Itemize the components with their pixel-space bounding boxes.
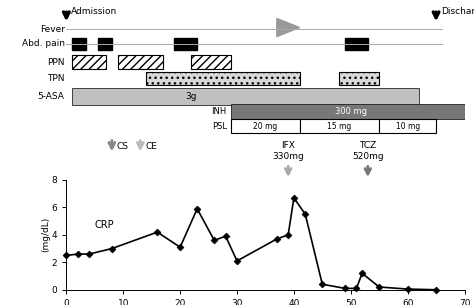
- Bar: [72, 38, 86, 50]
- Text: 5-ASA: 5-ASA: [38, 92, 64, 101]
- Text: PSL: PSL: [212, 122, 227, 131]
- Polygon shape: [277, 18, 300, 37]
- Text: PPN: PPN: [47, 58, 64, 66]
- Text: Fever: Fever: [40, 25, 64, 34]
- Y-axis label: (mg/dL): (mg/dL): [41, 217, 50, 253]
- Bar: [231, 120, 300, 133]
- Text: Admission: Admission: [71, 6, 117, 16]
- Text: 10 mg: 10 mg: [395, 122, 420, 131]
- Bar: [98, 38, 112, 50]
- Text: 300 mg: 300 mg: [335, 107, 367, 116]
- Text: IFX
330mg: IFX 330mg: [273, 141, 304, 161]
- Text: TPN: TPN: [47, 74, 64, 83]
- Text: TCZ
520mg: TCZ 520mg: [352, 141, 383, 161]
- Bar: [231, 104, 465, 119]
- Bar: [345, 38, 368, 50]
- Text: INH: INH: [211, 107, 227, 116]
- Bar: [118, 55, 163, 69]
- Text: CRP: CRP: [95, 220, 114, 230]
- Bar: [379, 120, 436, 133]
- Text: CE: CE: [146, 142, 157, 151]
- Text: 3g: 3g: [186, 92, 197, 101]
- Text: 15 mg: 15 mg: [327, 122, 352, 131]
- Text: CS: CS: [117, 142, 129, 151]
- Text: 20 mg: 20 mg: [253, 122, 278, 131]
- Bar: [72, 55, 106, 69]
- Bar: [339, 72, 379, 85]
- Bar: [191, 55, 231, 69]
- Text: Discharge: Discharge: [441, 6, 474, 16]
- Text: Abd. pain: Abd. pain: [22, 39, 64, 48]
- Bar: [72, 88, 419, 105]
- Bar: [146, 72, 300, 85]
- Bar: [174, 38, 197, 50]
- Bar: [300, 120, 379, 133]
